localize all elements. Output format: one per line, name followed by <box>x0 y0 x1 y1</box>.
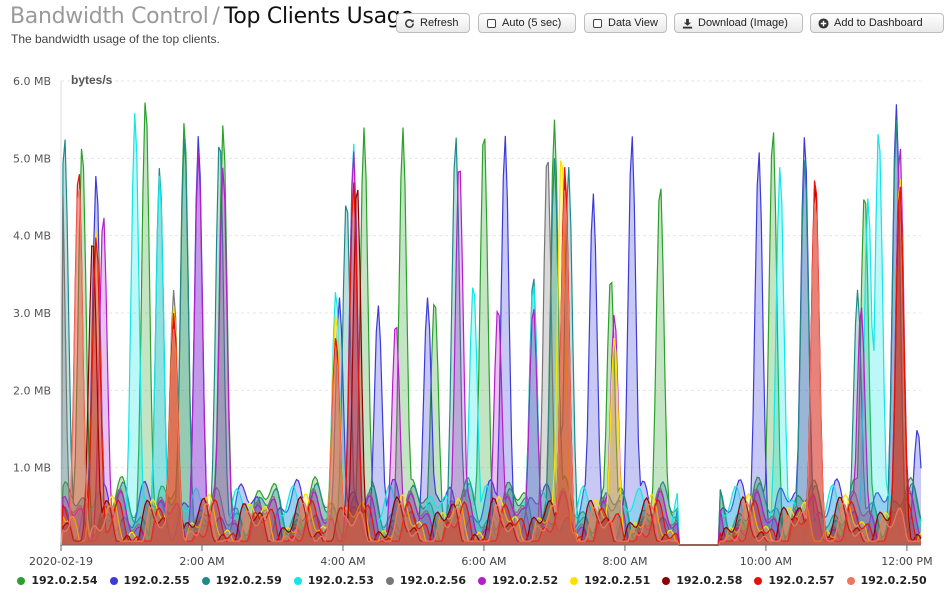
legend-item[interactable]: 192.0.2.54 <box>17 574 98 587</box>
y-tick-label: 2.0 MB <box>13 384 51 397</box>
legend-swatch <box>662 576 671 585</box>
add-to-dashboard-button[interactable]: Add to Dashboard <box>810 13 944 33</box>
legend-label: 192.0.2.52 <box>492 574 559 587</box>
legend-label: 192.0.2.53 <box>307 574 374 587</box>
legend-item[interactable]: 192.0.2.57 <box>754 574 835 587</box>
data-view-label: Data View <box>608 17 658 29</box>
y-tick-label: 4.0 MB <box>13 230 51 243</box>
legend-item[interactable]: 192.0.2.59 <box>201 574 282 587</box>
legend-label: 192.0.2.56 <box>399 574 466 587</box>
legend-label: 192.0.2.55 <box>123 574 190 587</box>
legend-swatch <box>293 576 302 585</box>
legend-item[interactable]: 192.0.2.58 <box>662 574 742 587</box>
legend-swatch <box>846 576 855 585</box>
page-header: Bandwidth Control / Top Clients Usage <box>10 4 414 34</box>
refresh-label: Refresh <box>420 17 459 29</box>
series-line-192.0.2.50 <box>60 189 922 546</box>
page-title: Top Clients Usage <box>223 4 414 29</box>
y-tick-label: 5.0 MB <box>13 152 51 165</box>
legend-swatch <box>570 576 579 585</box>
y-tick-label: 3.0 MB <box>13 307 51 320</box>
x-tick-label: 2:00 AM <box>179 555 224 568</box>
chart-series <box>60 102 922 546</box>
legend-label: 192.0.2.51 <box>584 574 651 587</box>
legend-swatch <box>385 576 394 585</box>
legend-swatch <box>754 576 763 585</box>
y-tick-label: 6.0 MB <box>13 75 51 88</box>
checkbox-icon <box>485 17 497 29</box>
legend-swatch <box>478 576 486 585</box>
legend-item[interactable]: 192.0.2.55 <box>109 574 190 587</box>
series-line-192.0.2.58 <box>60 174 922 546</box>
series-line-192.0.2.59 <box>60 119 922 546</box>
y-tick-label: 1.0 MB <box>13 462 51 475</box>
series-area-192.0.2.53 <box>61 113 921 545</box>
y-axis-label: bytes/s <box>71 73 113 87</box>
legend-swatch <box>201 576 210 585</box>
legend-item[interactable]: 192.0.2.50 <box>846 574 927 587</box>
page-subtitle: The bandwidth usage of the top clients. <box>11 32 220 46</box>
x-tick-label: 6:00 AM <box>461 555 506 568</box>
add-to-dashboard-label: Add to Dashboard <box>834 17 923 29</box>
x-tick-label: 10:00 AM <box>740 555 792 568</box>
series-area-192.0.2.58 <box>61 174 921 545</box>
refresh-icon <box>403 17 415 29</box>
chart-axes: 1.0 MB 2.0 MB 3.0 MB 4.0 MB 5.0 MB 6.0 MB byte… <box>13 73 933 568</box>
refresh-button[interactable]: Refresh <box>396 13 470 33</box>
data-view-toggle[interactable]: Data View <box>584 13 667 33</box>
download-image-button[interactable]: Download (Image) <box>674 13 803 33</box>
legend-item[interactable]: 192.0.2.56 <box>385 574 466 587</box>
legend-label: 192.0.2.57 <box>768 574 835 587</box>
auto-refresh-label: Auto (5 sec) <box>502 17 562 29</box>
breadcrumb-parent[interactable]: Bandwidth Control <box>10 4 209 29</box>
series-line-192.0.2.54 <box>60 102 922 546</box>
breadcrumb-separator: / <box>212 4 220 29</box>
legend-item[interactable]: 192.0.2.53 <box>293 574 374 587</box>
legend-item[interactable]: 192.0.2.51 <box>570 574 650 587</box>
legend-label: 192.0.2.50 <box>860 574 927 587</box>
x-tick-label: 2020-02-19 <box>29 555 93 568</box>
legend-item[interactable]: 192.0.2.52 <box>478 574 558 587</box>
x-tick-label: 12:00 PM <box>881 555 932 568</box>
legend-label: 192.0.2.54 <box>31 574 98 587</box>
x-tick-label: 4:00 AM <box>320 555 365 568</box>
legend-label: 192.0.2.59 <box>215 574 282 587</box>
plus-circle-icon <box>817 17 829 29</box>
x-tick-label: 8:00 AM <box>602 555 647 568</box>
chart-legend: 192.0.2.54 192.0.2.55 192.0.2.59 192.0.2.53… <box>0 574 944 587</box>
legend-swatch <box>17 576 26 585</box>
download-icon <box>681 17 693 29</box>
legend-label: 192.0.2.58 <box>676 574 743 587</box>
download-label: Download (Image) <box>698 17 788 29</box>
auto-refresh-toggle[interactable]: Auto (5 sec) <box>478 13 576 33</box>
legend-swatch <box>109 576 118 585</box>
checkbox-icon <box>591 17 603 29</box>
